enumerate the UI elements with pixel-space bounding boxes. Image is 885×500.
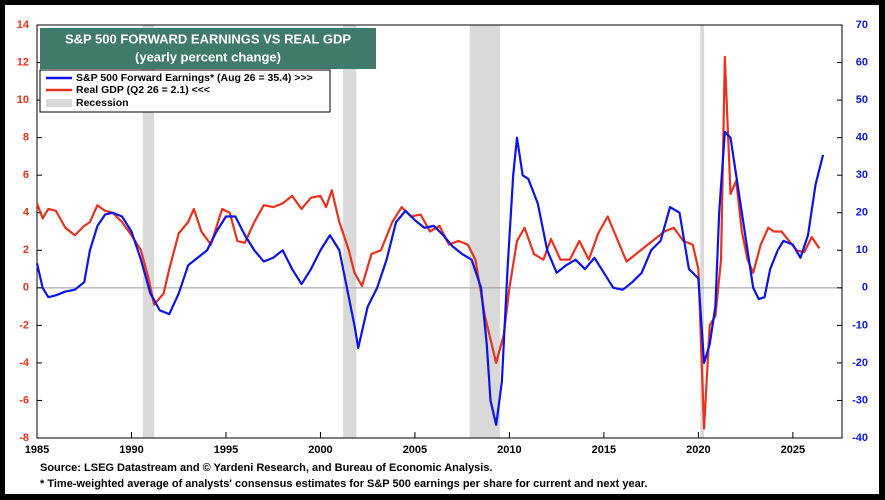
x-tick-label: 2025 bbox=[781, 444, 805, 456]
legend bbox=[39, 69, 331, 113]
y-tick-label: 4 bbox=[23, 207, 30, 219]
recession-band bbox=[142, 25, 155, 438]
legend-label: Real GDP (Q2 26 = 2.1) <<< bbox=[76, 84, 210, 96]
series-line bbox=[35, 130, 825, 426]
y-tick-label: 8 bbox=[23, 132, 29, 144]
y-tick-label: 10 bbox=[17, 94, 29, 106]
y-tick-label: -2 bbox=[19, 319, 29, 331]
plot-frame bbox=[36, 24, 843, 439]
x-tick-label: 1990 bbox=[119, 444, 143, 456]
legend-label: S&P 500 Forward Earnings* (Aug 26 = 35.4… bbox=[76, 72, 313, 84]
y-tick-label: 14 bbox=[17, 19, 30, 31]
series-line bbox=[35, 55, 821, 430]
y-tick-label: 6 bbox=[23, 169, 29, 181]
x-tick-label: 1985 bbox=[25, 444, 49, 456]
y2-tick-label: 40 bbox=[856, 132, 868, 144]
y2-tick-label: -20 bbox=[852, 357, 868, 369]
y2-tick-label: 20 bbox=[856, 207, 868, 219]
y-tick-label: -8 bbox=[19, 432, 29, 444]
y2-tick-label: 70 bbox=[856, 19, 868, 31]
source-note: Source: LSEG Datastream and © Yardeni Re… bbox=[40, 462, 493, 474]
y2-tick-label: 30 bbox=[856, 169, 868, 181]
y-tick-label: 2 bbox=[23, 244, 29, 256]
x-tick-label: 2000 bbox=[308, 444, 332, 456]
y2-tick-label: 50 bbox=[856, 94, 868, 106]
chart-title: S&P 500 FORWARD EARNINGS VS REAL GDP bbox=[65, 31, 351, 46]
recession-band bbox=[343, 25, 357, 438]
x-tick-label: 2020 bbox=[686, 444, 710, 456]
legend-label: Recession bbox=[76, 97, 129, 109]
y-tick-label: -6 bbox=[19, 394, 29, 406]
recession-band bbox=[700, 25, 705, 438]
legend-swatch bbox=[46, 99, 72, 107]
y2-tick-label: -40 bbox=[852, 432, 868, 444]
x-tick-label: 2005 bbox=[403, 444, 427, 456]
y-tick-label: 12 bbox=[17, 56, 29, 68]
title-box bbox=[40, 28, 376, 69]
y2-tick-label: -30 bbox=[852, 394, 868, 406]
y2-tick-label: 60 bbox=[856, 56, 868, 68]
y-tick-label: -4 bbox=[19, 357, 30, 369]
y2-tick-label: 0 bbox=[862, 282, 868, 294]
plot-area bbox=[35, 24, 843, 439]
x-tick-label: 1995 bbox=[214, 444, 238, 456]
chart-subtitle: (yearly percent change) bbox=[135, 49, 281, 64]
x-tick-label: 2010 bbox=[497, 444, 521, 456]
x-tick-label: 2015 bbox=[592, 444, 616, 456]
footnote: * Time-weighted average of analysts' con… bbox=[40, 478, 647, 490]
y2-tick-label: -10 bbox=[852, 319, 868, 331]
y-tick-label: 0 bbox=[23, 282, 29, 294]
y2-tick-label: 10 bbox=[856, 244, 868, 256]
recession-band bbox=[469, 25, 500, 438]
